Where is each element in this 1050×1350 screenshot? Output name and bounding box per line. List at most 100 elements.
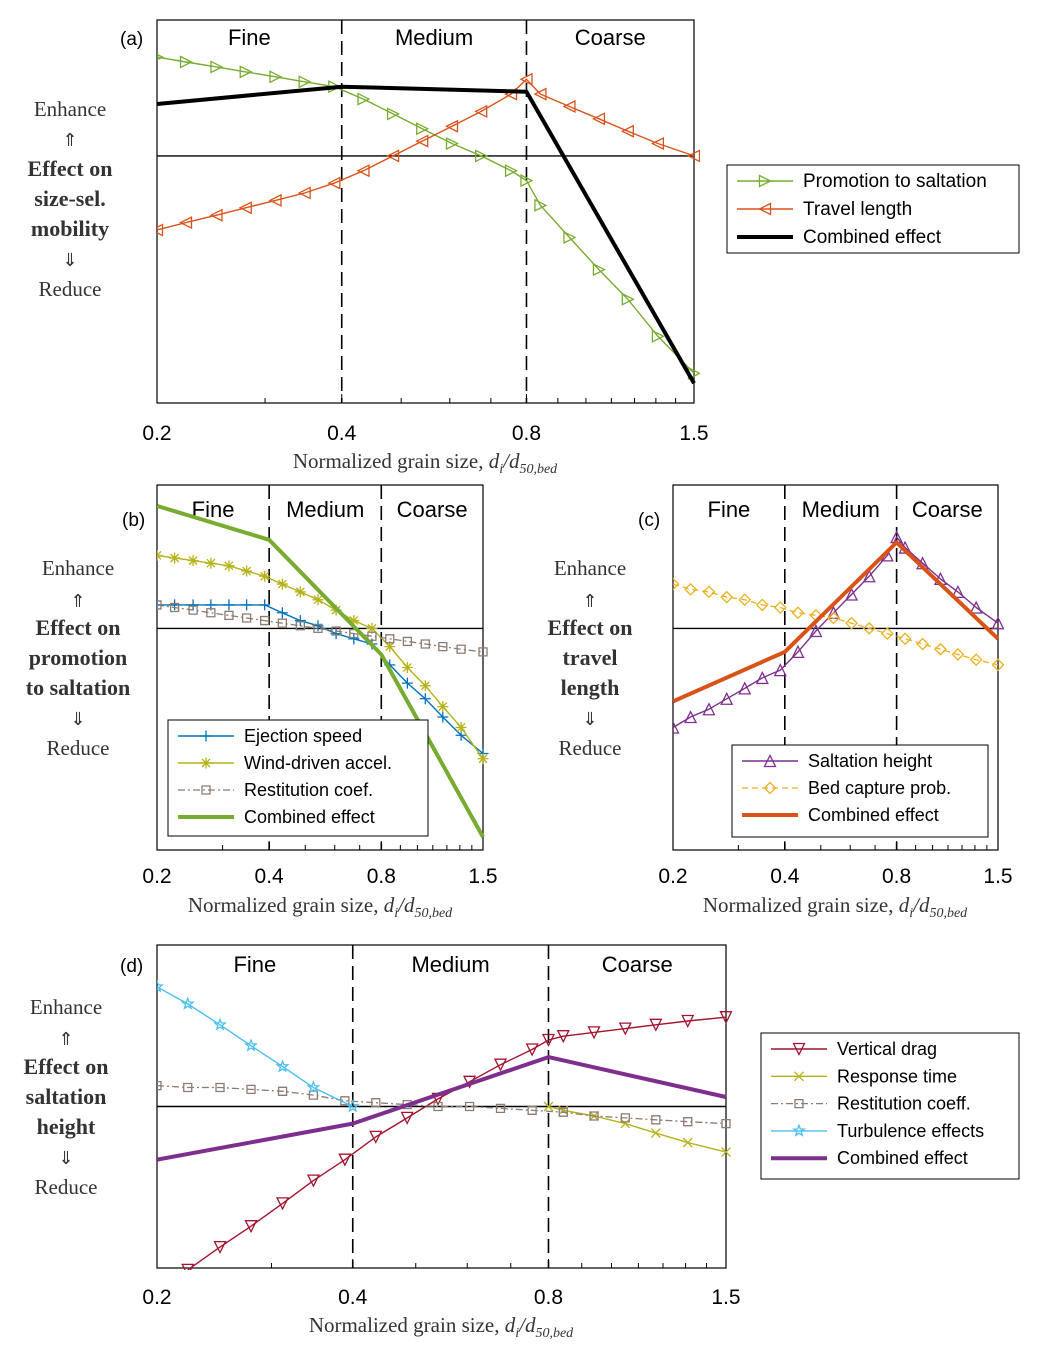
legend-label: Restitution coef. — [244, 780, 373, 800]
region-label-medium: Medium — [286, 497, 364, 522]
data-point — [862, 621, 876, 635]
data-point — [969, 653, 983, 667]
x-tick-label: 1.5 — [679, 422, 708, 445]
legend: Vertical drag Response time Restitution co… — [760, 1032, 1020, 1180]
y-axis-label-line: Effect on — [24, 1054, 109, 1079]
x-tick-label: 0.2 — [142, 1286, 171, 1309]
series-line-0 — [157, 56, 695, 374]
y-axis-label-line: Effect on — [36, 615, 121, 640]
data-point — [720, 691, 734, 705]
series-line-2 — [157, 1084, 727, 1125]
data-point — [673, 577, 680, 591]
data-point — [306, 1174, 320, 1188]
data-point — [720, 590, 734, 604]
data-point — [420, 639, 430, 649]
x-axis-label-text: Normalized grain size, — [703, 893, 899, 917]
data-point — [650, 1128, 661, 1139]
x-axis-label-text: Normalized grain size, — [188, 893, 384, 917]
x-tick-label: 0.4 — [338, 1286, 368, 1309]
region-label-fine: Fine — [228, 25, 271, 50]
region-label-medium: Medium — [395, 25, 473, 50]
data-point — [223, 560, 235, 572]
x-axis-label-text: Normalized grain size, — [293, 449, 489, 473]
legend-label: Turbulence effects — [837, 1121, 984, 1141]
data-point — [809, 624, 823, 638]
data-point — [620, 124, 634, 138]
enhance-label: Enhance — [42, 556, 114, 580]
data-point — [541, 1033, 556, 1047]
data-point — [702, 585, 716, 599]
x-axis-label: Normalized grain size, di/d50,bed — [293, 449, 558, 477]
legend-label: Combined effect — [244, 807, 375, 827]
data-point — [297, 186, 311, 200]
plot-frame — [156, 19, 695, 404]
data-point — [527, 1105, 537, 1115]
data-point — [934, 642, 947, 656]
legend-marker — [792, 1042, 806, 1056]
data-point — [277, 618, 287, 628]
data-point — [385, 634, 395, 644]
data-point — [338, 1153, 352, 1167]
data-point — [445, 119, 459, 133]
enhance-label: Enhance — [34, 97, 106, 121]
legend-marker — [794, 1071, 804, 1082]
arrow-down-icon: ⇓ — [582, 709, 597, 730]
data-point — [916, 637, 930, 651]
data-point — [259, 615, 270, 626]
data-point — [493, 1058, 508, 1072]
data-point — [241, 613, 252, 623]
series-line-0 — [187, 1016, 727, 1270]
data-point — [558, 1105, 569, 1116]
data-point — [525, 1043, 539, 1057]
x-tick-label: 0.8 — [512, 422, 541, 445]
data-point — [213, 1240, 227, 1255]
data-point — [880, 627, 894, 641]
x-tick-label: 1.5 — [711, 1286, 740, 1309]
y-axis-label-line: travel — [563, 645, 618, 670]
enhance-label: Enhance — [554, 556, 626, 580]
data-point — [366, 622, 378, 634]
arrow-down-icon: ⇓ — [62, 250, 77, 271]
reduce-label: Reduce — [35, 1175, 98, 1199]
data-point — [386, 107, 401, 121]
legend-marker — [200, 757, 212, 769]
data-point — [205, 557, 217, 569]
data-point — [504, 164, 518, 178]
x-axis-label-text: Normalized grain size, — [309, 1313, 505, 1337]
x-axis-math: /d — [397, 893, 415, 917]
data-point — [563, 230, 577, 244]
reduce-label: Reduce — [559, 736, 622, 760]
legend-label: Promotion to saltation — [803, 171, 987, 192]
data-point — [187, 555, 199, 567]
panel-tag: (c) — [638, 510, 660, 531]
series-group — [157, 53, 700, 385]
series-line-4 — [157, 1055, 727, 1162]
legend: Ejection speed Wind-driven accel. Restitut… — [167, 719, 429, 837]
data-point — [455, 721, 467, 733]
data-point — [618, 1022, 632, 1036]
data-point — [951, 584, 965, 599]
panel-tag: (a) — [120, 29, 143, 50]
data-point — [187, 599, 199, 611]
x-tick-label: 1.5 — [983, 865, 1012, 888]
data-point — [401, 662, 413, 673]
legend-marker — [200, 730, 212, 742]
data-point — [401, 677, 413, 689]
legend-label: Combined effect — [808, 805, 939, 825]
data-point — [157, 1080, 162, 1091]
region-label-coarse: Coarse — [397, 497, 468, 522]
legend-label: Vertical drag — [837, 1039, 937, 1059]
series-line-3 — [157, 503, 485, 838]
enhance-label: Enhance — [30, 995, 102, 1019]
series-line-2 — [673, 540, 1000, 704]
data-point — [456, 644, 466, 654]
data-point — [827, 611, 840, 625]
data-point — [651, 1115, 661, 1125]
legend-label: Combined effect — [803, 227, 942, 248]
series-line-2 — [157, 84, 696, 385]
data-point — [844, 587, 859, 601]
legend-label: Wind-driven accel. — [244, 753, 392, 773]
x-tick-label: 0.2 — [142, 865, 171, 888]
data-point — [773, 663, 787, 677]
